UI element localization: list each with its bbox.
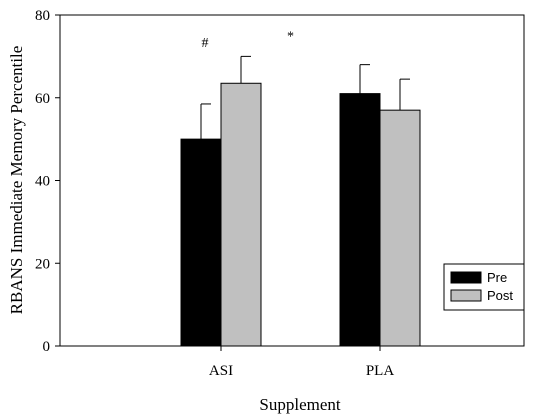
significance-marker: * <box>287 30 294 45</box>
x-tick-label: PLA <box>366 363 395 379</box>
y-tick-label: 20 <box>35 256 50 272</box>
y-axis-label: RBANS Immediate Memory Percentile <box>7 46 26 315</box>
y-tick-label: 60 <box>35 91 50 107</box>
x-axis-label: Supplement <box>259 395 340 414</box>
y-tick-label: 0 <box>43 339 51 355</box>
chart-bars <box>180 55 421 347</box>
legend: Pre Post <box>443 263 525 311</box>
chart-axes: 0 20 40 60 80 ASI PLA <box>35 8 525 379</box>
chart-annotations: # * <box>202 30 295 51</box>
x-tick-label: ASI <box>209 363 233 379</box>
legend-swatch-pre <box>450 271 482 284</box>
bar-pre-pla <box>339 93 381 347</box>
legend-swatch-post <box>450 289 482 302</box>
y-tick-label: 40 <box>35 174 50 190</box>
y-tick-label: 80 <box>35 8 50 24</box>
legend-label-post: Post <box>487 288 513 303</box>
bar-post-pla <box>379 109 421 347</box>
bar-post-asi <box>220 82 262 347</box>
significance-marker: # <box>202 36 209 51</box>
bar-pre-asi <box>180 138 222 347</box>
legend-label-pre: Pre <box>487 270 507 285</box>
legend-box <box>443 263 525 311</box>
